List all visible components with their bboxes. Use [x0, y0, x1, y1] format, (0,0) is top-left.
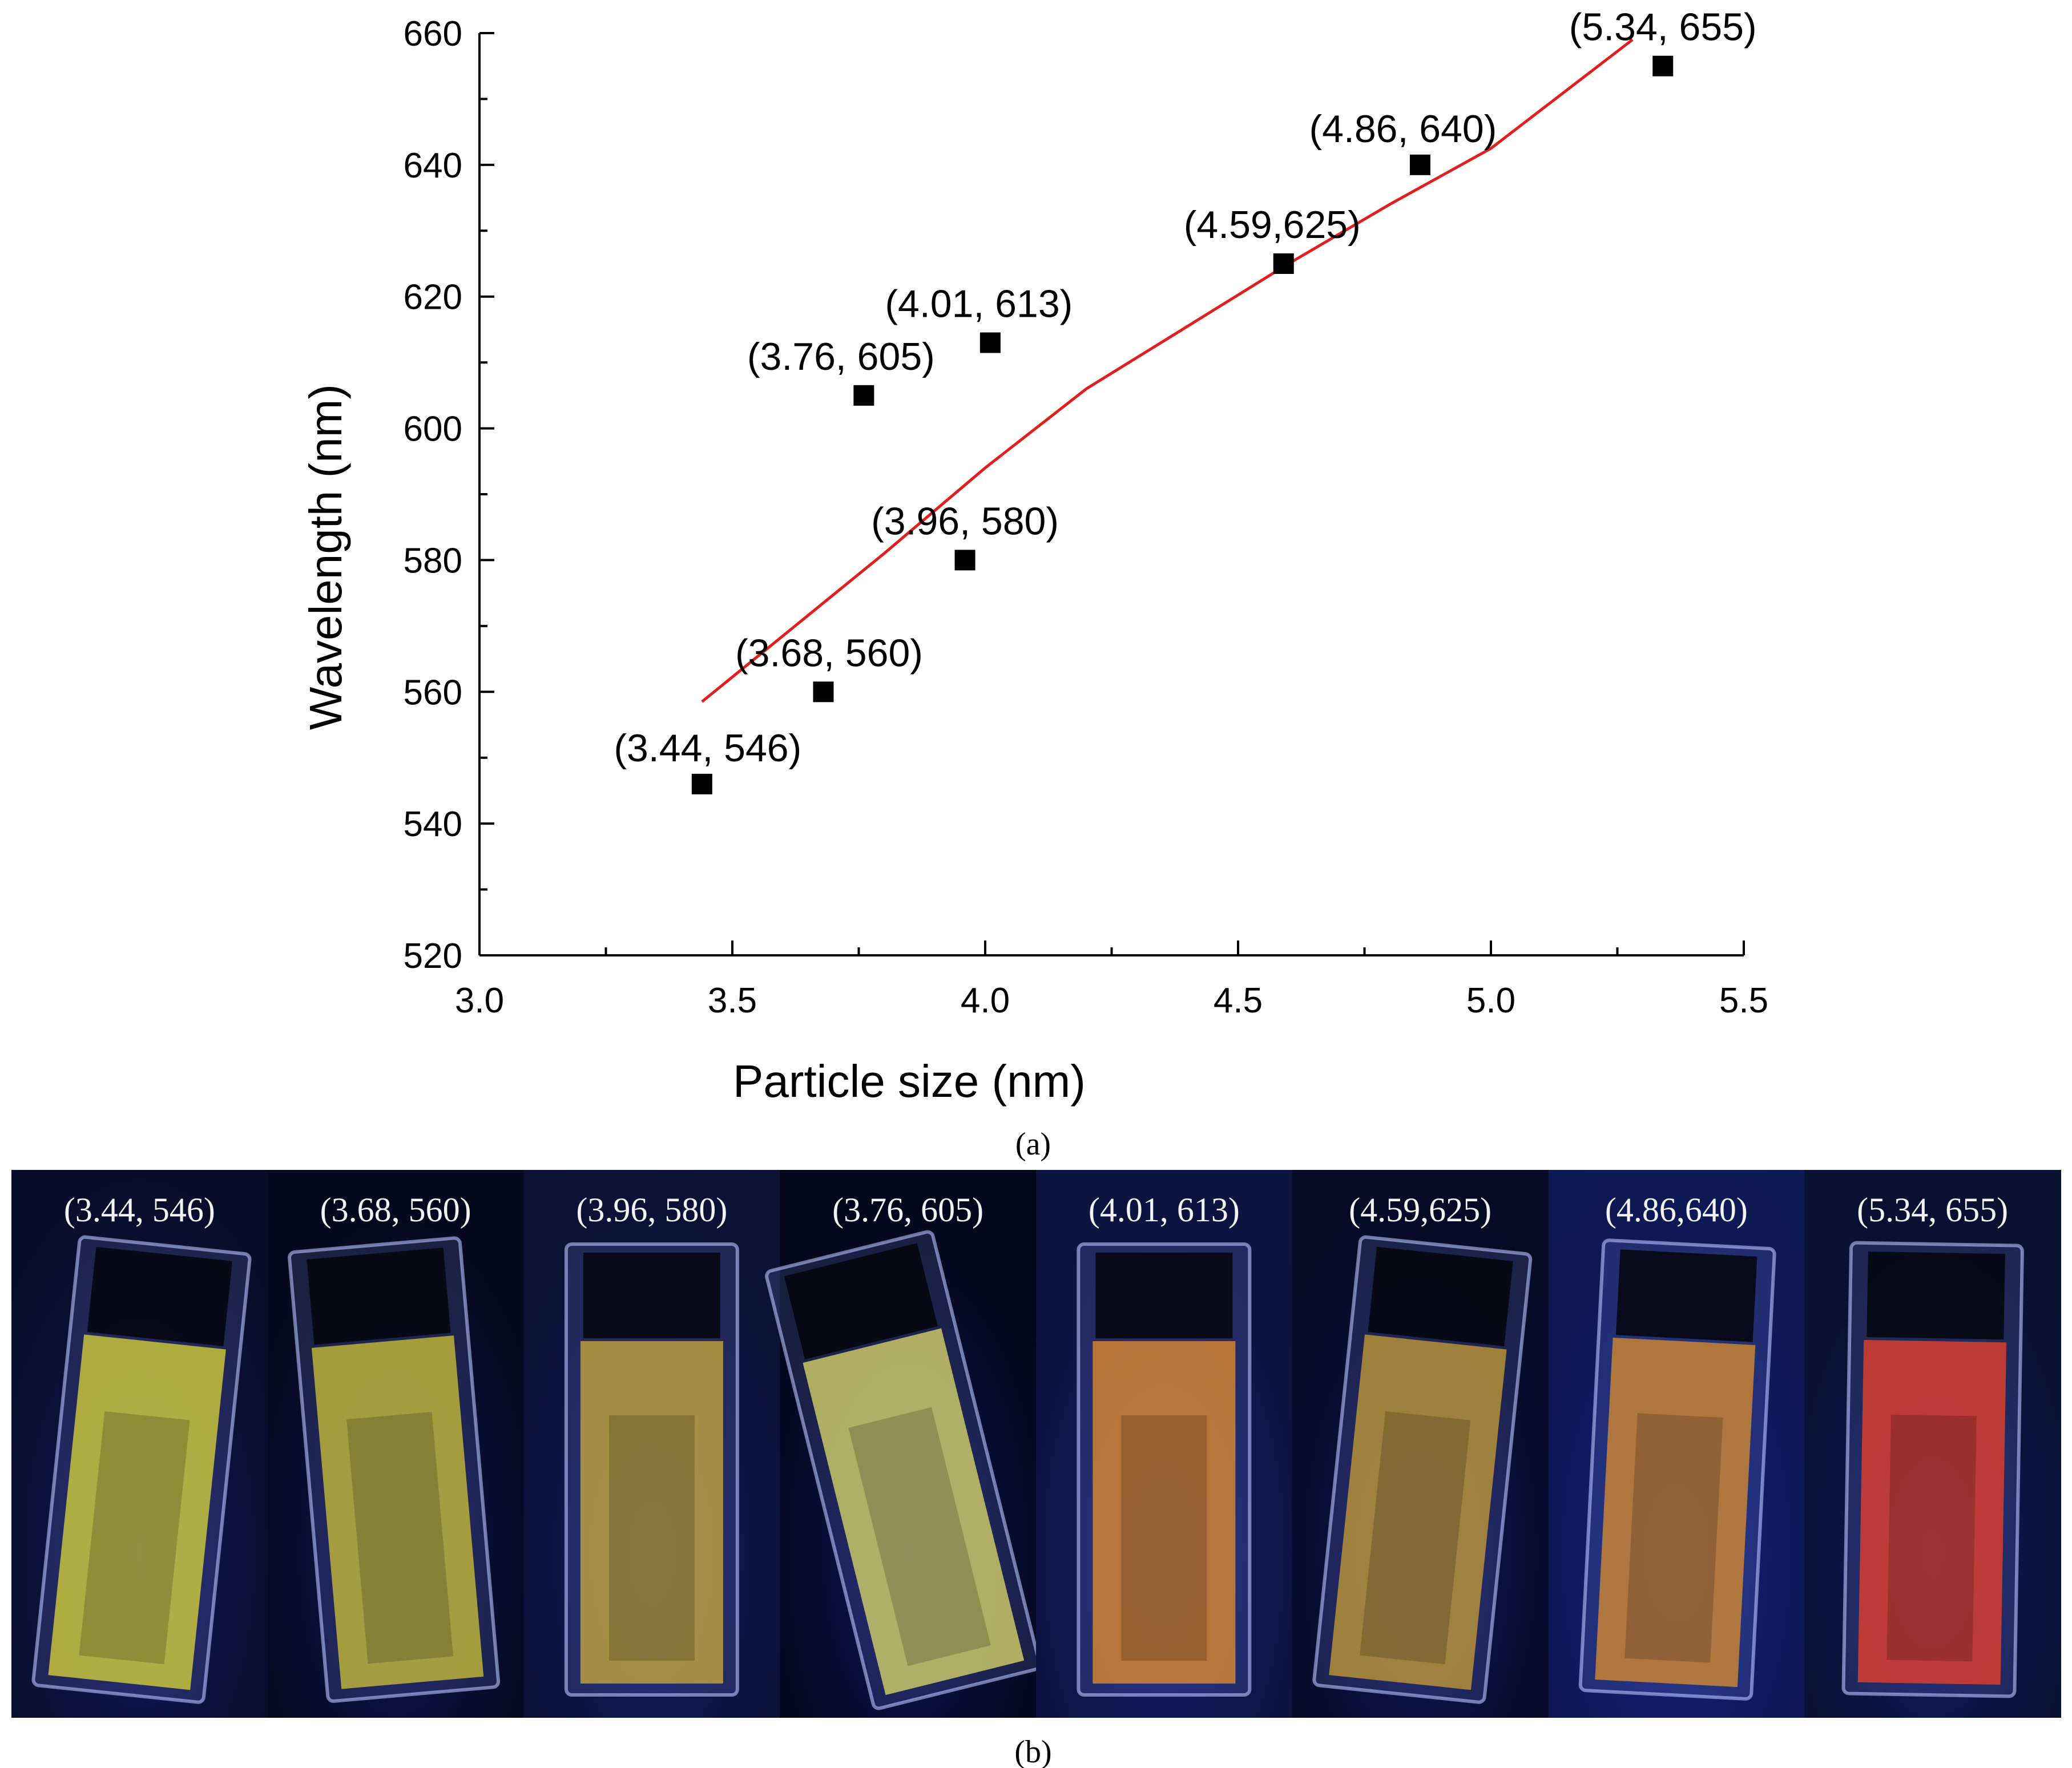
vial-label: (4.01, 613) — [1089, 1191, 1240, 1229]
y-tick-label: 580 — [404, 541, 462, 580]
y-tick-label: 640 — [404, 146, 462, 185]
liquid-shade — [608, 1415, 695, 1661]
y-tick-label: 660 — [404, 14, 462, 54]
x-tick-label: 5.0 — [1466, 981, 1515, 1020]
x-tick-label: 4.0 — [961, 981, 1010, 1020]
data-point-label: (5.34, 655) — [1569, 6, 1757, 49]
y-tick-label: 540 — [404, 805, 462, 844]
vial-label: (4.59,625) — [1349, 1191, 1491, 1229]
cuvette — [1077, 1242, 1252, 1697]
vial-label: (3.96, 580) — [576, 1191, 727, 1229]
data-point-marker — [979, 332, 1001, 353]
fluorescent-liquid — [48, 1334, 226, 1690]
fluorescent-liquid — [1329, 1334, 1507, 1690]
vial-photo: (4.01, 613) — [1036, 1170, 1293, 1718]
data-point-label: (3.96, 580) — [871, 499, 1059, 543]
vial-label: (3.68, 560) — [320, 1191, 471, 1229]
liquid-shade — [1886, 1414, 1977, 1662]
data-point-label: (4.01, 613) — [885, 282, 1073, 326]
x-tick-label: 3.5 — [708, 981, 757, 1020]
vial-label: (3.76, 605) — [832, 1191, 983, 1229]
fluorescent-liquid — [1857, 1339, 2007, 1685]
liquid-shade — [346, 1411, 453, 1664]
liquid-shade — [79, 1411, 190, 1665]
vial-photo: (4.59,625) — [1292, 1170, 1549, 1718]
data-point-label: (4.86, 640) — [1309, 107, 1497, 151]
liquid-shade — [1121, 1415, 1207, 1661]
cuvette — [1312, 1235, 1533, 1704]
panel-b-label: (b) — [1014, 1734, 1051, 1768]
vial-photo: (3.96, 580) — [523, 1170, 781, 1718]
cuvette-opening — [307, 1248, 451, 1345]
cuvette-opening — [784, 1243, 938, 1359]
vial-photo: (3.76, 605) — [765, 1170, 1042, 1718]
x-axis-ticks: 3.0 3.5 4.0 4.5 5.0 5.5 — [455, 940, 1768, 1020]
liquid-shade — [848, 1407, 991, 1666]
fluorescent-liquid — [1595, 1337, 1756, 1688]
cuvette-opening — [1095, 1253, 1233, 1338]
data-point-marker — [813, 681, 834, 703]
fluorescent-liquid — [803, 1328, 1025, 1696]
fluorescent-liquid — [580, 1341, 723, 1684]
vial-photo: (4.86,640) — [1548, 1170, 1805, 1718]
y-tick-label: 600 — [404, 410, 462, 449]
data-markers — [691, 55, 1674, 794]
scatter-chart: 3.0 3.5 4.0 4.5 5.0 5.5 520 540 560 580 600 620 640… — [300, 6, 1768, 1107]
x-tick-label: 3.0 — [455, 981, 504, 1020]
data-point-marker — [1409, 154, 1430, 175]
vial-photo: (3.44, 546) — [11, 1170, 268, 1718]
cuvette-opening — [1368, 1246, 1513, 1346]
x-tick-label: 5.5 — [1719, 981, 1768, 1020]
liquid-shade — [1624, 1413, 1723, 1663]
y-axis-title: Wavelength (nm) — [300, 384, 351, 730]
y-tick-label: 520 — [404, 937, 462, 976]
x-tick-label: 4.5 — [1214, 981, 1263, 1020]
cuvette — [1578, 1238, 1776, 1701]
data-point-marker — [1273, 253, 1294, 274]
y-tick-label: 620 — [404, 278, 462, 317]
data-point-label: (3.76, 605) — [747, 335, 935, 378]
vial-label: (4.86,640) — [1605, 1191, 1748, 1229]
vial-label: (5.34, 655) — [1857, 1191, 2008, 1229]
cuvette-opening — [87, 1246, 233, 1346]
liquid-shade — [1360, 1411, 1471, 1665]
vial-label: (3.44, 546) — [64, 1191, 215, 1229]
data-labels: (3.44, 546) (3.68, 560) (3.96, 580) (3.76, … — [614, 6, 1756, 770]
data-point-label: (3.68, 560) — [735, 631, 923, 675]
data-point-label: (4.59,625) — [1184, 203, 1361, 247]
data-point-marker — [1652, 55, 1674, 76]
data-point-label: (3.44, 546) — [614, 726, 801, 770]
cuvette-opening — [583, 1253, 720, 1338]
data-point-marker — [691, 773, 712, 794]
cuvette — [564, 1242, 739, 1697]
panel-a-label: (a) — [1015, 1127, 1051, 1162]
fit-curve — [701, 38, 1634, 703]
vial-photo: (3.68, 560) — [267, 1170, 525, 1718]
cuvette — [1841, 1241, 2024, 1698]
cuvette-opening — [1615, 1249, 1757, 1342]
vial-photo: (5.34, 655) — [1804, 1170, 2061, 1718]
fluorescent-liquid — [311, 1335, 484, 1689]
cuvette — [288, 1236, 501, 1703]
vial-photo-panel: (3.44, 546) (3.68, 560) (3.96, 580) (3.76, … — [11, 1170, 2061, 1718]
data-point-marker — [853, 385, 874, 406]
y-tick-label: 560 — [404, 673, 462, 712]
cuvette — [765, 1230, 1042, 1710]
data-point-marker — [954, 550, 975, 571]
cuvette — [31, 1235, 252, 1704]
cuvette-opening — [1867, 1251, 2005, 1340]
y-axis-ticks: 520 540 560 580 600 620 640 660 — [404, 14, 494, 976]
fluorescent-liquid — [1093, 1341, 1236, 1684]
x-axis-title: Particle size (nm) — [733, 1056, 1086, 1107]
